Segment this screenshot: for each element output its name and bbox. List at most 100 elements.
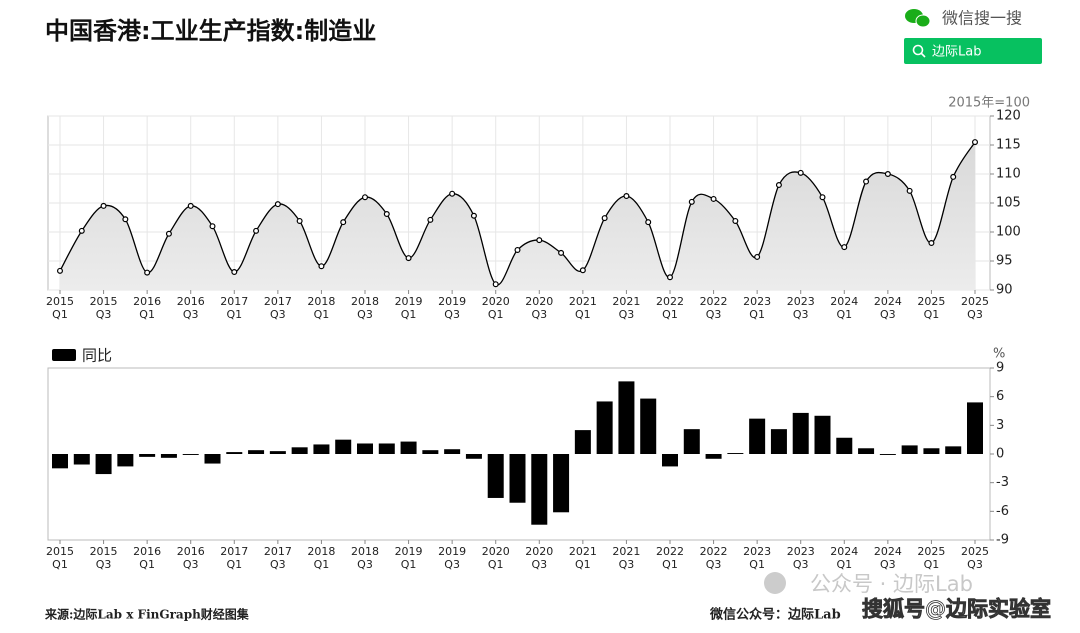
x-tick-label: 2016 Q3	[176, 545, 205, 571]
bar	[705, 454, 722, 459]
bar	[509, 454, 526, 503]
point	[144, 269, 151, 276]
point	[362, 194, 369, 201]
point	[754, 253, 761, 260]
x-tick-label: 2020 Q3	[525, 295, 554, 321]
bar	[574, 430, 591, 454]
x-tick-label: 2017 Q3	[263, 545, 292, 571]
x-tick-label: 2019 Q3	[438, 545, 467, 571]
bar	[792, 412, 809, 454]
x-tick-label: 2024 Q1	[830, 545, 859, 571]
x-tick-label: 2019 Q3	[438, 295, 467, 321]
x-tick-label: 2016 Q1	[133, 295, 162, 321]
bar	[182, 454, 199, 455]
point	[209, 223, 216, 230]
bar	[444, 449, 461, 454]
bar	[923, 448, 940, 454]
bar	[858, 448, 875, 454]
bar	[836, 437, 853, 454]
point	[427, 216, 434, 223]
y-tick-label: 120	[996, 109, 1021, 124]
point	[340, 219, 347, 226]
bar	[945, 446, 962, 454]
bar	[683, 429, 700, 454]
point	[449, 190, 456, 197]
wechat-account: 微信公众号：边际Lab	[709, 607, 841, 623]
bar	[465, 454, 482, 459]
x-tick-label: 2022 Q1	[656, 545, 684, 571]
x-tick-label: 2023 Q1	[743, 295, 772, 321]
x-tick-label: 2021 Q3	[612, 545, 641, 571]
watermark-icon	[764, 572, 786, 594]
x-tick-label: 2017 Q1	[220, 545, 249, 571]
y-tick-label: 90	[996, 283, 1013, 298]
y-tick-label: 9	[996, 361, 1004, 376]
x-tick-label: 2024 Q1	[830, 295, 859, 321]
bar	[95, 454, 112, 475]
watermark: 公众号 · 边际Lab	[810, 572, 973, 596]
x-tick-label: 2022 Q3	[699, 545, 728, 571]
x-tick-label: 2016 Q1	[133, 545, 162, 571]
x-tick-label: 2023 Q3	[786, 295, 815, 321]
x-tick-label: 2020 Q3	[525, 545, 554, 571]
bar	[531, 454, 548, 525]
y-tick-label: 95	[996, 254, 1013, 269]
y-tick-label: 105	[996, 196, 1021, 211]
bar	[640, 398, 657, 454]
y-tick-label: 3	[996, 418, 1004, 433]
bar	[204, 454, 221, 464]
point	[971, 139, 978, 146]
x-tick-label: 2015 Q3	[89, 545, 118, 571]
x-tick-label: 2018 Q3	[351, 545, 379, 571]
x-tick-label: 2020 Q1	[481, 295, 510, 321]
point	[318, 263, 325, 270]
point	[950, 173, 957, 180]
point	[78, 227, 85, 234]
point	[231, 269, 238, 276]
y-tick-label: -6	[996, 504, 1009, 519]
y-tick-label: 6	[996, 389, 1004, 404]
x-tick-label: 2023 Q1	[743, 545, 772, 571]
point	[775, 182, 782, 189]
search-brand: 微信搜一搜	[942, 9, 1022, 28]
point	[187, 202, 194, 209]
y-tick-label: -9	[996, 533, 1009, 548]
point	[601, 215, 608, 222]
y-tick-label: 115	[996, 138, 1021, 153]
bar	[73, 454, 90, 465]
point	[710, 195, 717, 202]
point	[645, 219, 652, 226]
bar	[814, 415, 831, 454]
point	[928, 240, 935, 247]
x-tick-label: 2019 Q1	[394, 545, 423, 571]
point	[165, 230, 172, 237]
search-button-label[interactable]: 边际Lab	[932, 45, 981, 60]
point	[296, 217, 303, 224]
x-tick-label: 2021 Q1	[568, 295, 597, 321]
x-tick-label: 2024 Q3	[873, 545, 902, 571]
search-icon	[920, 52, 926, 58]
bar	[422, 450, 439, 454]
search-button[interactable]	[904, 38, 1042, 64]
point	[56, 267, 63, 274]
bar	[770, 429, 787, 454]
x-tick-label: 2016 Q3	[176, 295, 205, 321]
point	[906, 187, 913, 194]
x-tick-label: 2025 Q3	[961, 295, 989, 321]
x-tick-label: 2017 Q1	[220, 295, 249, 321]
point	[274, 201, 281, 208]
x-tick-label: 2015 Q1	[46, 295, 74, 321]
legend-swatch	[52, 349, 76, 361]
x-tick-label: 2021 Q3	[612, 295, 641, 321]
x-tick-label: 2025 Q1	[917, 545, 946, 571]
area	[60, 142, 975, 290]
bar	[400, 441, 417, 454]
point	[579, 267, 586, 274]
x-tick-label: 2022 Q1	[656, 295, 684, 321]
point	[666, 274, 673, 281]
bar	[618, 381, 635, 454]
point	[732, 217, 739, 224]
x-tick-label: 2020 Q1	[481, 545, 510, 571]
